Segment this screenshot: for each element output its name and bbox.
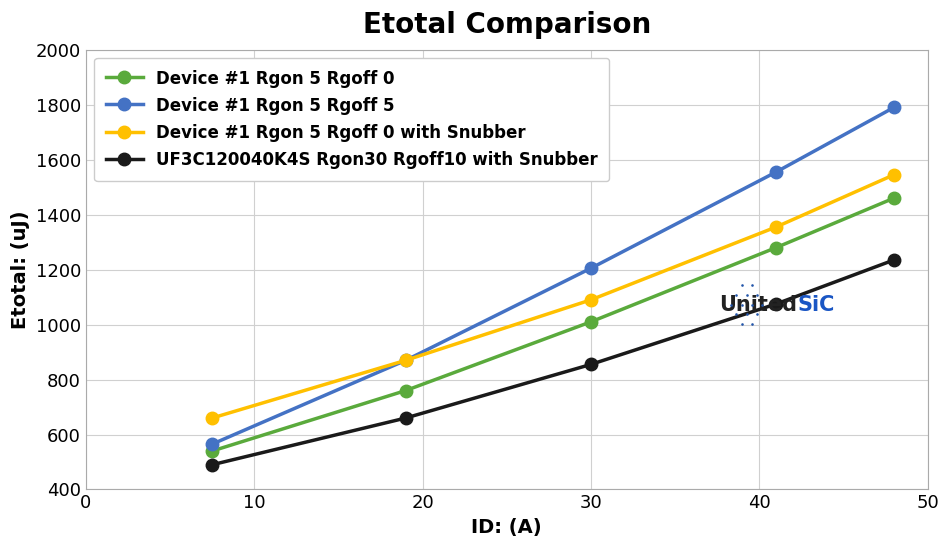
Device #1 Rgon 5 Rgoff 0 with Snubber	[206, 415, 218, 421]
Line: Device #1 Rgon 5 Rgoff 0: Device #1 Rgon 5 Rgoff 0	[206, 192, 900, 457]
Title: Etotal Comparison: Etotal Comparison	[363, 11, 651, 39]
Device #1 Rgon 5 Rgoff 0 with Snubber	[400, 357, 411, 364]
X-axis label: ID: (A): ID: (A)	[471, 518, 542, 537]
UF3C120040K4S Rgon30 Rgoff10 with Snubber	[888, 256, 900, 263]
Device #1 Rgon 5 Rgoff 5	[400, 357, 411, 364]
UF3C120040K4S Rgon30 Rgoff10 with Snubber	[585, 361, 597, 368]
UF3C120040K4S Rgon30 Rgoff10 with Snubber	[206, 461, 218, 468]
Y-axis label: Etotal: (uJ): Etotal: (uJ)	[11, 210, 30, 329]
Device #1 Rgon 5 Rgoff 0 with Snubber	[770, 224, 782, 230]
Line: UF3C120040K4S Rgon30 Rgoff10 with Snubber: UF3C120040K4S Rgon30 Rgoff10 with Snubbe…	[206, 254, 900, 471]
UF3C120040K4S Rgon30 Rgoff10 with Snubber	[770, 301, 782, 307]
Line: Device #1 Rgon 5 Rgoff 5: Device #1 Rgon 5 Rgoff 5	[206, 101, 900, 450]
UF3C120040K4S Rgon30 Rgoff10 with Snubber	[400, 415, 411, 421]
Text: SiC: SiC	[797, 295, 834, 315]
Device #1 Rgon 5 Rgoff 5	[206, 441, 218, 447]
Text: United: United	[719, 295, 797, 315]
Device #1 Rgon 5 Rgoff 0	[770, 244, 782, 251]
Device #1 Rgon 5 Rgoff 0	[400, 387, 411, 394]
Device #1 Rgon 5 Rgoff 0 with Snubber	[585, 296, 597, 303]
Line: Device #1 Rgon 5 Rgoff 0 with Snubber: Device #1 Rgon 5 Rgoff 0 with Snubber	[206, 169, 900, 424]
Device #1 Rgon 5 Rgoff 0	[888, 195, 900, 202]
Device #1 Rgon 5 Rgoff 0 with Snubber	[888, 172, 900, 178]
Device #1 Rgon 5 Rgoff 5	[888, 104, 900, 111]
Device #1 Rgon 5 Rgoff 5	[770, 169, 782, 175]
Device #1 Rgon 5 Rgoff 0	[206, 448, 218, 454]
Device #1 Rgon 5 Rgoff 5	[585, 265, 597, 272]
Legend: Device #1 Rgon 5 Rgoff 0, Device #1 Rgon 5 Rgoff 5, Device #1 Rgon 5 Rgoff 0 wit: Device #1 Rgon 5 Rgoff 0, Device #1 Rgon…	[94, 58, 609, 181]
Device #1 Rgon 5 Rgoff 0	[585, 318, 597, 325]
